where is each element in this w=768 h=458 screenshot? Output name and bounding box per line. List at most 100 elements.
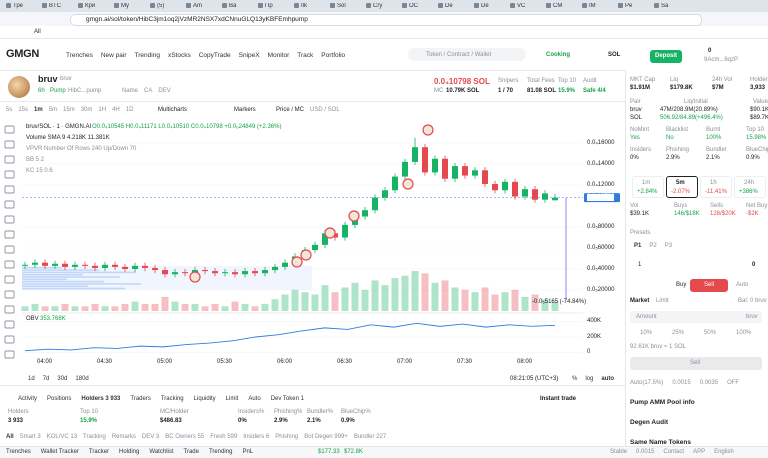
timeframe-card[interactable] bbox=[734, 176, 766, 198]
section-title[interactable]: Same Name Tokens bbox=[630, 439, 691, 446]
trade-setting[interactable]: 0.0015 bbox=[672, 380, 691, 386]
scale-option[interactable]: log bbox=[585, 376, 594, 382]
holder-filter[interactable]: Remarks bbox=[111, 434, 136, 440]
interval-button[interactable]: 5m bbox=[48, 107, 58, 113]
trade-setting[interactable]: OFF bbox=[727, 380, 740, 386]
footer-link[interactable]: PnL bbox=[242, 449, 254, 455]
bottom-tab[interactable]: Traders bbox=[130, 396, 151, 402]
interval-button[interactable]: 30m bbox=[80, 107, 93, 113]
range-button[interactable]: 180d bbox=[75, 376, 89, 382]
footer-link[interactable]: Wallet Tracker bbox=[40, 449, 79, 455]
footer-item[interactable]: 0.0015 bbox=[636, 449, 655, 455]
timeframe-card[interactable] bbox=[632, 176, 664, 198]
holder-filter[interactable]: Fresh 599 bbox=[210, 434, 238, 440]
interval-button[interactable]: 4H bbox=[112, 107, 120, 113]
wallet-address[interactable]: 9Acm...6qzP bbox=[704, 57, 739, 63]
nav-link[interactable]: Trending bbox=[134, 52, 160, 59]
preset-tab[interactable]: P1 bbox=[634, 243, 642, 249]
bottom-tab[interactable]: Activity bbox=[18, 396, 38, 402]
amount-input[interactable] bbox=[630, 311, 762, 323]
search-placeholder[interactable]: Token / Contract / Wallet bbox=[426, 52, 492, 58]
browser-tab[interactable]: De bbox=[438, 3, 471, 10]
browser-tab[interactable]: My bbox=[114, 3, 147, 10]
bottom-tab[interactable]: Positions bbox=[47, 396, 72, 402]
bottom-tab[interactable]: Tracking bbox=[160, 396, 184, 402]
nav-link[interactable]: Trenches bbox=[66, 52, 93, 59]
interval-button[interactable]: 15s bbox=[18, 107, 29, 113]
range-button[interactable]: 30d bbox=[57, 376, 68, 382]
interval-button[interactable]: 15m bbox=[63, 107, 75, 113]
limit-tab[interactable]: Limit bbox=[656, 298, 669, 304]
holder-filter[interactable]: BC Owners 55 bbox=[165, 434, 205, 440]
holder-filter[interactable]: Insiders 6 bbox=[243, 434, 270, 440]
browser-tab[interactable]: IM bbox=[582, 3, 615, 10]
footer-link[interactable]: Holding bbox=[119, 449, 140, 455]
scale-option[interactable]: auto bbox=[601, 376, 615, 382]
footer-link[interactable]: Watchlist bbox=[149, 449, 174, 455]
bottom-tab[interactable]: Auto bbox=[248, 396, 261, 402]
browser-tab[interactable]: OC bbox=[402, 3, 435, 10]
browser-tab[interactable]: Кри bbox=[78, 3, 111, 10]
browser-tab[interactable]: Cry bbox=[366, 3, 399, 10]
token-link[interactable]: DEV bbox=[158, 88, 171, 94]
scale-option[interactable]: % bbox=[572, 376, 578, 382]
timeframe-label[interactable]: 1m bbox=[642, 180, 651, 186]
address-bar[interactable] bbox=[70, 14, 702, 26]
nav-link[interactable]: SnipeX bbox=[238, 52, 260, 59]
browser-tab[interactable]: De bbox=[474, 3, 507, 10]
bottom-tab[interactable]: Limit bbox=[225, 396, 239, 402]
holder-filter[interactable]: Smart 3 bbox=[19, 434, 41, 440]
instant-trade-button[interactable]: Instant trade bbox=[540, 396, 577, 402]
buy-tab[interactable]: Buy bbox=[676, 282, 687, 288]
bottom-tab[interactable]: Liquidity bbox=[193, 396, 216, 402]
interval-button[interactable]: 1H bbox=[98, 107, 107, 113]
footer-item[interactable]: Stable bbox=[610, 449, 628, 455]
holder-filter[interactable]: DEV 3 bbox=[141, 434, 160, 440]
search-box[interactable] bbox=[408, 48, 526, 61]
markers-button[interactable]: Markers bbox=[234, 107, 256, 113]
interval-button[interactable]: 1m bbox=[34, 107, 43, 113]
browser-tab[interactable]: Пр bbox=[258, 3, 291, 10]
interval-button[interactable]: 1D bbox=[125, 107, 134, 113]
footer-link[interactable]: Trending bbox=[208, 449, 233, 455]
timeframe-card[interactable] bbox=[666, 176, 698, 198]
bottom-tab[interactable]: Dev Token 1 bbox=[270, 396, 304, 402]
currency-toggle[interactable]: USD / SOL bbox=[310, 107, 340, 113]
amount-placeholder[interactable]: Amount bbox=[636, 314, 657, 320]
nav-link[interactable]: New pair bbox=[100, 52, 127, 59]
chain-select[interactable]: SOL bbox=[608, 52, 621, 58]
token-link[interactable]: CA bbox=[144, 88, 153, 94]
sell-button[interactable] bbox=[630, 357, 762, 370]
browser-tab[interactable]: Am bbox=[186, 3, 219, 10]
browser-tab[interactable]: Sa bbox=[654, 3, 687, 10]
footer-link[interactable]: Trade bbox=[183, 449, 199, 455]
token-link[interactable]: Name bbox=[122, 88, 139, 94]
price-mc-toggle[interactable]: Price / MC bbox=[276, 107, 305, 113]
footer-link[interactable]: Tracker bbox=[88, 449, 110, 455]
holder-filter[interactable]: Phishing bbox=[275, 434, 299, 440]
market-tab[interactable]: Market bbox=[630, 298, 650, 304]
nav-link[interactable]: CopyTrade bbox=[198, 52, 231, 59]
nav-link[interactable]: Portfolio bbox=[321, 52, 346, 59]
bookmark[interactable]: All bbox=[34, 29, 41, 35]
browser-tab[interactable]: Ilk bbox=[294, 3, 327, 10]
nav-link[interactable]: xStocks bbox=[167, 52, 191, 59]
percent-button[interactable]: 100% bbox=[736, 330, 752, 336]
multicharts-button[interactable]: Multicharts bbox=[158, 107, 188, 113]
browser-tab[interactable]: VC bbox=[510, 3, 543, 10]
browser-tab[interactable]: Тре bbox=[6, 3, 39, 10]
holder-filter[interactable]: Tracking bbox=[83, 434, 106, 440]
browser-tab[interactable]: Pe bbox=[618, 3, 651, 10]
address-text[interactable]: gmgn.ai/sol/token/HibC3jm1oq2jVzMR2NSX7x… bbox=[86, 16, 308, 23]
preset-tab[interactable]: P3 bbox=[664, 243, 673, 249]
percent-button[interactable]: 50% bbox=[704, 330, 717, 336]
range-button[interactable]: 1d bbox=[28, 376, 35, 382]
nav-link[interactable]: Monitor bbox=[267, 52, 290, 59]
interval-button[interactable]: 5s bbox=[6, 107, 13, 113]
trade-setting[interactable]: 0.0035 bbox=[699, 380, 719, 386]
bottom-tab[interactable]: Holders 3 933 bbox=[81, 396, 121, 402]
browser-tab[interactable]: Sol bbox=[330, 3, 363, 10]
timeframe-card[interactable] bbox=[700, 176, 732, 198]
timeframe-label[interactable]: 5m bbox=[676, 180, 685, 186]
sell-tab[interactable]: Sell bbox=[690, 279, 729, 292]
